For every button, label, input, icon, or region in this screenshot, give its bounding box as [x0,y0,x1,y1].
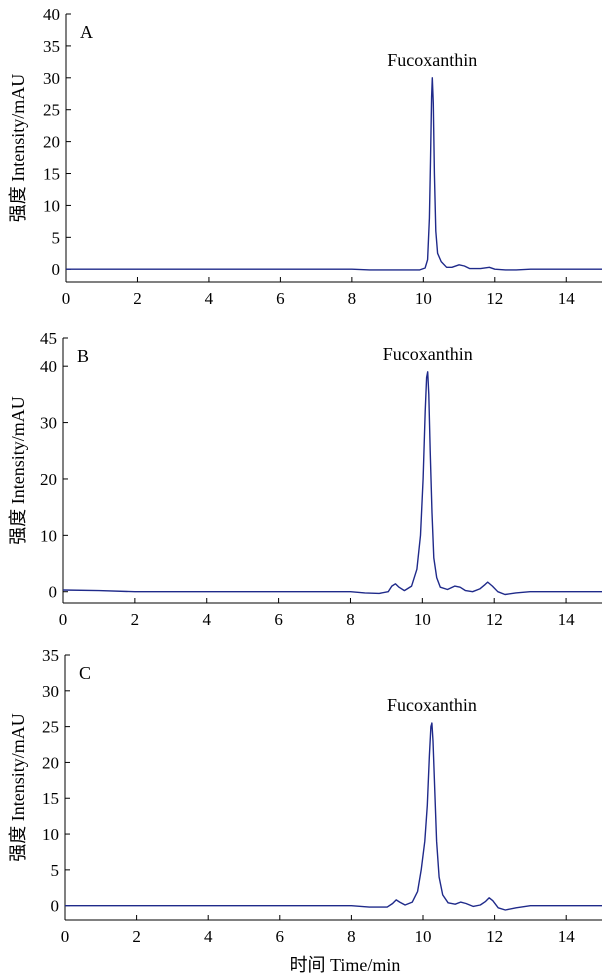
x-tick-label: 12 [486,289,503,308]
y-tick-label: 45 [40,329,57,348]
y-tick-label: 25 [42,718,59,737]
y-axis-title: 强度 Intensity/mAU [8,74,28,223]
y-tick-label: 25 [43,101,60,120]
y-tick-label: 10 [43,196,60,215]
panel-letter: A [80,22,93,42]
y-tick-label: 30 [40,414,57,433]
series-line [65,722,602,911]
y-tick-label: 10 [42,825,59,844]
x-tick-label: 14 [558,289,576,308]
series-line [62,371,602,596]
y-tick-label: 35 [42,646,59,665]
x-tick-label: 10 [414,610,431,629]
panel-b: 0 10 20 30 40 45 0 2 4 6 8 10 12 14 强度 Intensity/mAU B F… [8,329,602,629]
panel-letter: B [77,346,89,366]
x-tick-label: 8 [346,610,355,629]
y-tick-label: 0 [52,260,61,279]
x-tick-label: 2 [133,289,142,308]
y-tick-label: 30 [42,682,59,701]
y-axis-title: 强度 Intensity/mAU [8,713,28,862]
series-line [66,77,602,271]
x-tick-label: 8 [348,289,357,308]
y-tick-label: 20 [40,470,57,489]
y-tick-label: 40 [43,5,60,24]
y-tick-label: 15 [43,165,60,184]
x-tick-label: 0 [59,610,68,629]
x-tick-label: 10 [415,927,432,946]
x-tick-label: 12 [486,927,503,946]
y-tick-label: 30 [43,69,60,88]
x-tick-label: 4 [205,289,214,308]
x-tick-label: 4 [204,927,213,946]
y-tick-label: 5 [51,861,60,880]
x-tick-label: 8 [347,927,356,946]
x-tick-label: 2 [131,610,140,629]
y-tick-label: 0 [51,897,60,916]
y-tick-label: 10 [40,526,57,545]
y-tick-label: 20 [43,133,60,152]
x-tick-label: 0 [61,927,70,946]
x-tick-label: 12 [486,610,503,629]
y-tick-label: 0 [49,583,58,602]
y-tick-label: 20 [42,753,59,772]
peak-label: Fucoxanthin [387,695,477,715]
y-axis-title: 强度 Intensity/mAU [8,396,28,545]
x-tick-label: 0 [62,289,71,308]
y-tick-label: 5 [52,228,61,247]
x-tick-label: 6 [274,610,283,629]
peak-label: Fucoxanthin [383,344,473,364]
x-tick-label: 6 [276,289,285,308]
x-axis-title: 时间 Time/min [290,955,401,975]
panel-a: 0 5 10 15 20 25 30 35 40 0 2 4 6 8 10 12 14 强度 Intensity/… [8,5,602,308]
y-tick-label: 15 [42,789,59,808]
y-tick-label: 35 [43,37,60,56]
x-tick-label: 14 [558,927,576,946]
panel-letter: C [79,663,91,683]
x-tick-label: 14 [558,610,576,629]
y-tick-label: 40 [40,357,57,376]
x-tick-label: 4 [202,610,211,629]
x-tick-label: 2 [132,927,141,946]
panel-c: 0 5 10 15 20 25 30 35 0 2 4 6 8 10 12 14 强度 Intensity/mA… [8,646,602,975]
peak-label: Fucoxanthin [387,50,477,70]
x-tick-label: 10 [415,289,432,308]
x-tick-label: 6 [276,927,285,946]
